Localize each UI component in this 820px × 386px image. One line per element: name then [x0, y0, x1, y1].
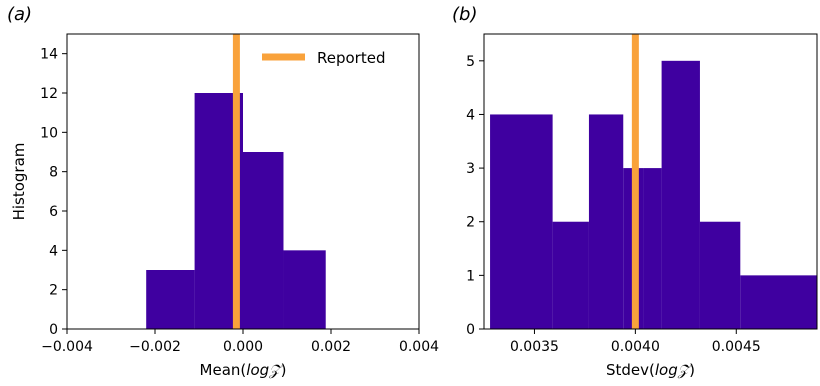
y-tick-label-b-0: 0: [466, 322, 475, 338]
x-axis-label-a: Mean(log𝒵): [200, 361, 287, 379]
legend-label-a: Reported: [317, 49, 385, 67]
y-tick-label-a-2: 4: [49, 243, 58, 259]
y-tick-label-a-0: 0: [49, 322, 58, 338]
panel-label-a: (a): [7, 4, 32, 25]
histogram-bar-b-7: [740, 275, 817, 329]
x-axis-label-close: ): [281, 361, 287, 379]
histogram-bar-a-3: [243, 152, 284, 329]
y-axis-label-a: Histogram: [10, 143, 28, 221]
x-axis-label-math: log𝒵: [246, 361, 284, 379]
y-tick-label-a-7: 14: [40, 47, 58, 63]
x-tick-label-b-1: 0.0040: [611, 339, 660, 355]
x-tick-label-a-1: −0.002: [129, 339, 181, 355]
y-tick-label-b-3: 3: [466, 161, 475, 177]
panel-label-b: (b): [452, 4, 477, 25]
x-tick-label-a-3: 0.002: [311, 339, 351, 355]
x-axis-label-text: Stdev(: [606, 361, 655, 379]
y-tick-label-a-5: 10: [40, 125, 58, 141]
histogram-bar-b-0: [490, 114, 553, 329]
histogram-bar-a-1: [146, 270, 195, 329]
y-tick-label-b-5: 5: [466, 54, 475, 70]
histogram-bar-b-5: [661, 60, 700, 330]
x-axis-label-math: log𝒵: [655, 361, 693, 379]
y-tick-label-b-4: 4: [466, 107, 475, 123]
y-tick-label-b-2: 2: [466, 215, 475, 231]
x-axis-label-b: Stdev(log𝒵): [606, 361, 695, 379]
x-tick-label-b-0: 0.0035: [510, 339, 559, 355]
x-tick-label-b-2: 0.0045: [712, 339, 761, 355]
histogram-bar-b-1: [552, 221, 589, 329]
histogram-bar-a-4: [283, 250, 326, 329]
y-tick-label-a-1: 2: [49, 283, 58, 299]
y-tick-label-a-4: 8: [49, 165, 58, 181]
histogram-bar-b-2: [588, 114, 624, 329]
x-tick-label-a-0: −0.004: [41, 339, 93, 355]
plot-frame-b: [483, 33, 818, 330]
x-axis-label-text: Mean(: [200, 361, 247, 379]
y-tick-label-a-3: 6: [49, 204, 58, 220]
y-tick-label-b-1: 1: [466, 268, 475, 284]
x-tick-label-a-2: 0.000: [223, 339, 263, 355]
x-tick-label-a-4: 0.004: [399, 339, 439, 355]
histogram-bar-b-4: [643, 168, 662, 329]
histogram-bar-b-6: [699, 221, 741, 329]
y-tick-label-a-6: 12: [40, 86, 58, 102]
x-axis-label-close: ): [689, 361, 695, 379]
